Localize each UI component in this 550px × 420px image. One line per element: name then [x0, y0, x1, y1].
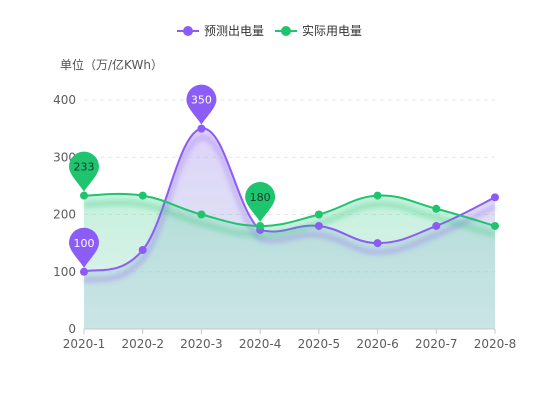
y-tick-label: 400 [53, 93, 76, 107]
data-point[interactable] [314, 210, 323, 219]
legend-label: 实际用电量 [302, 23, 362, 38]
x-tick-label: 2020-2 [121, 337, 164, 351]
data-point[interactable] [432, 204, 441, 213]
data-point[interactable] [373, 191, 382, 200]
data-point[interactable] [80, 267, 88, 276]
y-axis-unit-label: 单位（万/亿KWh） [60, 57, 163, 72]
marker-pin-label: 233 [74, 161, 95, 174]
marker-pin-series-0 [186, 84, 217, 125]
data-point[interactable] [197, 210, 206, 219]
data-point[interactable] [138, 245, 147, 254]
line-shadow-series-0 [82, 134, 497, 284]
marker-pin-series-1 [245, 181, 276, 222]
y-tick-label: 100 [53, 265, 76, 279]
data-point[interactable] [256, 221, 265, 230]
x-tick-label: 2020-5 [298, 337, 341, 351]
x-tick-label: 2020-3 [180, 337, 223, 351]
marker-pin-label: 180 [250, 191, 271, 204]
data-point[interactable] [373, 239, 382, 248]
legend-label: 预测出电量 [204, 24, 264, 38]
legend-dot-icon [183, 26, 193, 36]
marker-pin-series-1 [69, 151, 99, 192]
data-point[interactable] [432, 221, 441, 230]
data-point[interactable] [80, 191, 88, 200]
x-tick-label: 2020-4 [239, 337, 282, 351]
y-tick-label: 200 [53, 208, 76, 222]
x-tick-label: 2020-6 [356, 337, 399, 351]
data-point[interactable] [197, 124, 206, 133]
marker-pin-label: 100 [74, 237, 95, 250]
legend-item-series-1[interactable]: 实际用电量 [275, 23, 362, 38]
line-shadow-series-1 [83, 199, 496, 238]
x-tick-label: 2020-1 [63, 337, 106, 351]
data-point[interactable] [314, 221, 323, 230]
marker-pin-series-0 [69, 227, 99, 268]
x-tick-label: 2020-7 [415, 337, 458, 351]
marker-pin-label: 350 [191, 94, 212, 107]
area-series-1 [84, 193, 495, 329]
legend-item-series-0[interactable]: 预测出电量 [177, 24, 264, 38]
y-tick-label: 0 [68, 322, 76, 336]
x-tick-label: 2020-8 [474, 337, 517, 351]
line-series-1 [83, 192, 496, 227]
data-point[interactable] [138, 191, 147, 200]
legend-dot-icon [281, 26, 291, 36]
data-point[interactable] [491, 193, 499, 202]
data-point[interactable] [491, 221, 499, 230]
